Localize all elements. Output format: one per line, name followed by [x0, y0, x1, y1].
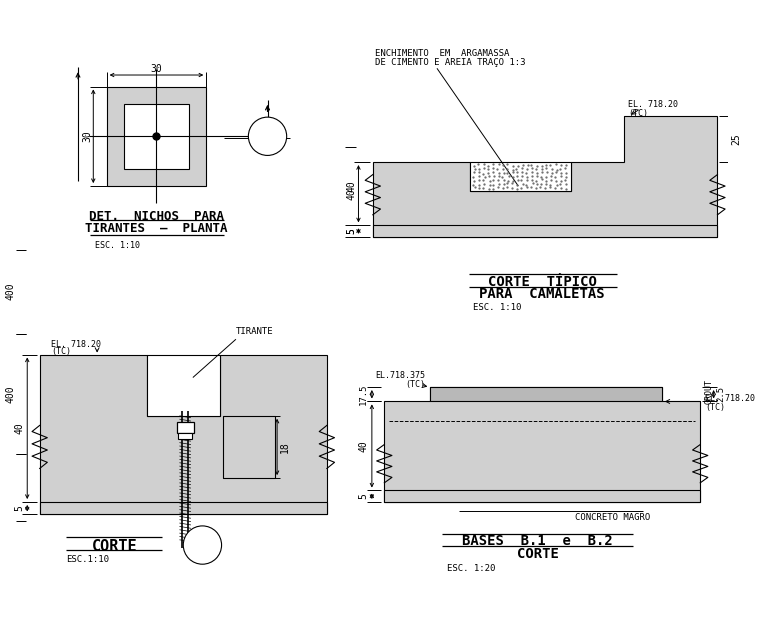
Text: 17.5: 17.5	[359, 384, 368, 405]
Text: ESC. 1:20: ESC. 1:20	[446, 564, 495, 573]
Text: 5: 5	[347, 228, 357, 234]
Polygon shape	[147, 355, 219, 416]
Polygon shape	[384, 491, 701, 502]
Text: 40: 40	[347, 180, 357, 192]
Polygon shape	[430, 387, 662, 401]
Text: EL.718.375: EL.718.375	[376, 372, 426, 381]
Text: 40: 40	[14, 422, 24, 434]
Text: 5: 5	[358, 493, 368, 499]
Text: CORTE  TÍPICO: CORTE TÍPICO	[488, 275, 597, 289]
Polygon shape	[39, 502, 327, 515]
Text: E: E	[199, 542, 206, 554]
Text: BASES  B.1  e  B.2: BASES B.1 e B.2	[462, 535, 613, 548]
Circle shape	[248, 117, 287, 155]
Text: 30: 30	[150, 64, 162, 74]
Text: 400: 400	[6, 385, 16, 402]
Polygon shape	[107, 86, 206, 186]
Polygon shape	[178, 433, 192, 439]
Text: TIRANTE: TIRANTE	[236, 327, 273, 336]
Polygon shape	[384, 387, 701, 502]
Text: (TC): (TC)	[405, 380, 426, 389]
Text: (TC): (TC)	[51, 348, 71, 357]
Polygon shape	[471, 162, 571, 191]
Circle shape	[183, 526, 222, 564]
Text: 40: 40	[358, 440, 368, 452]
Text: CONCRETO MAGRO: CONCRETO MAGRO	[575, 513, 650, 522]
Text: CORTE: CORTE	[517, 547, 559, 561]
Text: 5: 5	[14, 506, 24, 511]
Polygon shape	[373, 116, 717, 237]
Text: 400: 400	[6, 283, 16, 300]
Text: CORTE: CORTE	[92, 538, 137, 553]
Text: EL. 718.20: EL. 718.20	[51, 340, 101, 349]
Text: (TC): (TC)	[628, 109, 648, 118]
Text: 18: 18	[280, 441, 290, 453]
Text: ESC. 1:10: ESC. 1:10	[474, 303, 521, 312]
Text: 5: 5	[347, 228, 357, 234]
Text: DE CIMENTO E AREIA TRAÇO 1:3: DE CIMENTO E AREIA TRAÇO 1:3	[375, 59, 525, 68]
Text: 25: 25	[732, 133, 742, 145]
Text: ESC. 1:10: ESC. 1:10	[95, 241, 140, 250]
Polygon shape	[373, 225, 717, 237]
Text: 40: 40	[347, 188, 357, 200]
Polygon shape	[124, 104, 189, 169]
Text: ESC.1:10: ESC.1:10	[67, 554, 109, 564]
Polygon shape	[39, 355, 327, 515]
Text: 2.5: 2.5	[716, 386, 726, 402]
Text: DET.  NICHOS  PARA: DET. NICHOS PARA	[89, 210, 224, 223]
Polygon shape	[222, 416, 276, 478]
Polygon shape	[177, 422, 194, 433]
Text: E: E	[264, 133, 271, 146]
Text: ENCHIMENTO  EM  ARGAMASSA: ENCHIMENTO EM ARGAMASSA	[375, 49, 509, 58]
Text: TIRANTES  –  PLANTA: TIRANTES – PLANTA	[85, 222, 228, 234]
Text: PARA  CAMALETAS: PARA CAMALETAS	[480, 287, 605, 301]
Text: GROUT: GROUT	[705, 379, 714, 404]
Text: EL. 718.20: EL. 718.20	[628, 100, 679, 109]
Text: (TC): (TC)	[705, 403, 725, 412]
Text: 30: 30	[83, 130, 93, 142]
Text: EL. 718.20: EL. 718.20	[705, 394, 755, 403]
